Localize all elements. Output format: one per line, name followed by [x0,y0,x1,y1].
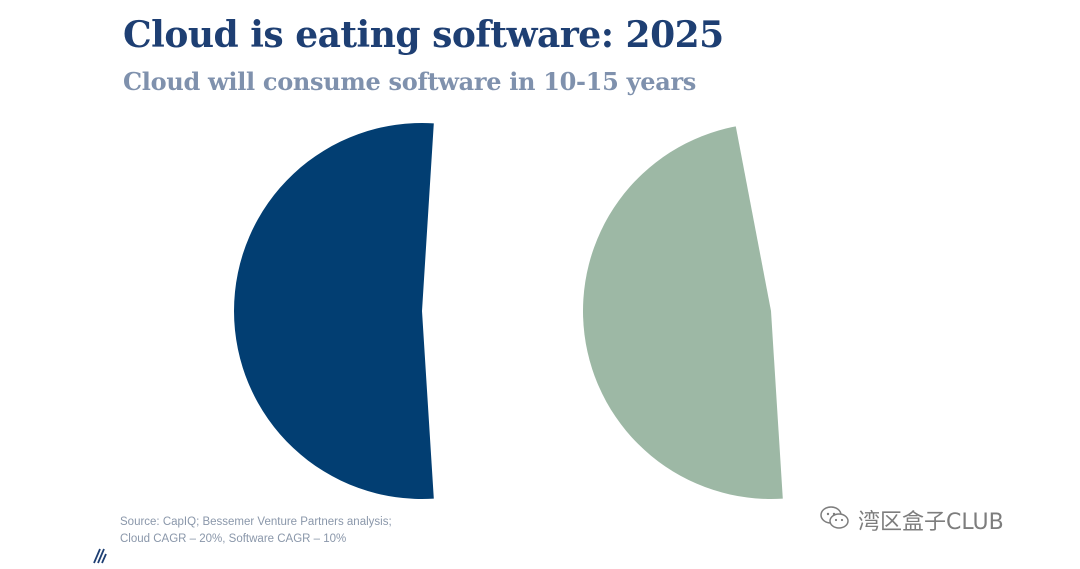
source-line-2: Cloud CAGR – 20%, Software CAGR – 10% [120,533,347,545]
chart-title: Cloud is eating software: 2025 [123,14,724,56]
pie-slice-software [582,126,783,500]
bessemer-logo-icon [92,546,108,569]
wechat-icon [820,505,850,536]
source-note: Source: CapIQ; Bessemer Venture Partners… [120,514,392,548]
pie-slice-cloud [234,122,434,499]
chart-subtitle: Cloud will consume software in 10-15 yea… [123,67,696,96]
watermark-text: 湾区盒子CLUB [858,510,1004,535]
watermark: 湾区盒子CLUB [820,504,1004,536]
source-line-1: Source: CapIQ; Bessemer Venture Partners… [120,516,392,528]
